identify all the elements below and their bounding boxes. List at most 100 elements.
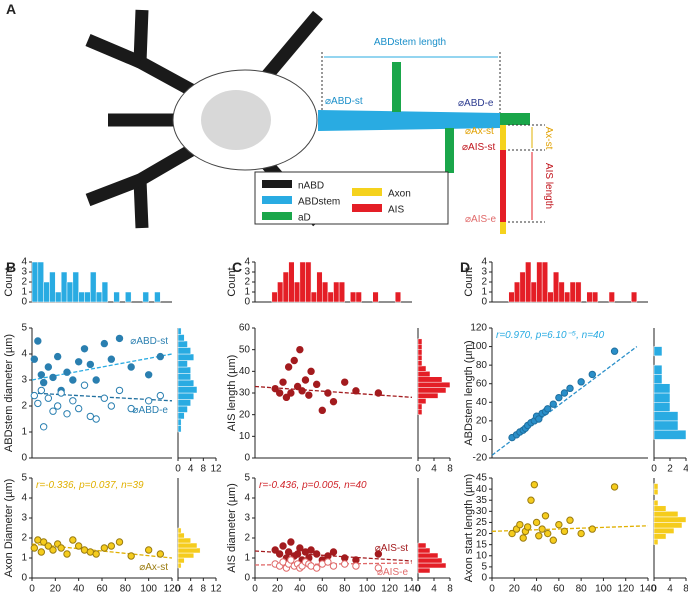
y-tick-label: 0 xyxy=(21,297,27,308)
y-tick-label: 10 xyxy=(239,431,251,442)
bar xyxy=(177,340,188,348)
y-axis-label: Axon Diameter (µm) xyxy=(3,479,15,578)
bar xyxy=(177,425,182,433)
y-tick-label: 0 xyxy=(21,573,27,584)
point xyxy=(49,407,57,415)
point xyxy=(30,391,39,400)
point xyxy=(374,389,383,397)
y-tick-label: 1 xyxy=(21,553,27,564)
bar xyxy=(653,402,671,412)
point xyxy=(374,550,383,558)
bar xyxy=(417,409,423,415)
y-tick-label: 2 xyxy=(21,533,27,544)
point xyxy=(100,394,109,402)
y-tick-label: 1 xyxy=(244,553,250,564)
y-tick-label: 4 xyxy=(21,257,27,268)
legend-swatch xyxy=(262,196,292,204)
bar xyxy=(177,418,182,426)
bar xyxy=(177,392,195,400)
bar xyxy=(305,261,312,303)
bar xyxy=(653,522,683,529)
legend-swatch xyxy=(262,180,292,188)
x-tick-label: 60 xyxy=(317,584,329,594)
point xyxy=(115,386,124,395)
bar xyxy=(519,271,526,303)
y-tick-label: 0 xyxy=(244,297,250,308)
point xyxy=(107,402,116,410)
point xyxy=(324,552,332,560)
y-tick-label: 4 xyxy=(244,493,250,504)
bar xyxy=(37,261,44,303)
neuron-diagram xyxy=(85,9,545,234)
y-tick-label: 20 xyxy=(476,415,488,426)
bar xyxy=(90,271,97,303)
x-tick-label: 100 xyxy=(595,584,612,594)
bar xyxy=(49,271,56,303)
bar xyxy=(417,360,423,367)
x-tick-label: 12 xyxy=(210,464,222,475)
x-tick-label: 120 xyxy=(164,584,181,594)
bar xyxy=(113,291,120,303)
bar xyxy=(653,538,659,545)
point xyxy=(49,373,57,382)
point xyxy=(560,389,569,397)
point xyxy=(293,382,302,391)
bar xyxy=(653,533,667,540)
bar xyxy=(316,271,323,303)
point xyxy=(34,337,42,345)
y-tick-label: 3 xyxy=(244,513,250,524)
bar xyxy=(282,271,289,303)
y-tick-label: 0 xyxy=(481,434,487,445)
bar xyxy=(417,392,439,399)
bar xyxy=(417,552,439,559)
diagram-label: ⌀ABD-st xyxy=(325,96,363,107)
x-tick-label: 12 xyxy=(210,584,222,594)
bar xyxy=(350,291,357,303)
x-tick-label: 20 xyxy=(50,584,62,594)
legend-label: ABDstem xyxy=(298,197,340,208)
bar xyxy=(653,429,687,440)
y-tick-label: 3 xyxy=(244,267,250,278)
point xyxy=(63,550,71,558)
point xyxy=(296,345,304,354)
bar xyxy=(653,483,659,490)
bar xyxy=(142,291,149,303)
bar xyxy=(333,281,340,303)
point xyxy=(305,391,313,399)
panel-label: C xyxy=(232,259,242,275)
point xyxy=(301,376,310,384)
bar xyxy=(271,291,278,303)
point xyxy=(555,393,563,402)
bar xyxy=(177,537,191,544)
bar xyxy=(177,373,191,381)
bar xyxy=(355,291,362,303)
point xyxy=(523,523,532,531)
annotation: r=-0.336, p=0.037, n=39 xyxy=(36,480,144,491)
y-tick-label: 3 xyxy=(21,375,27,386)
y-tick-label: 40 xyxy=(239,366,251,377)
x-tick-label: 40 xyxy=(294,584,306,594)
annotation: r=-0.436, p=0.005, n=40 xyxy=(259,480,367,491)
bar xyxy=(95,291,103,303)
y-tick-label: 40 xyxy=(476,397,488,408)
point xyxy=(80,381,89,389)
point xyxy=(156,391,165,400)
point xyxy=(610,483,619,491)
x-tick-label: 20 xyxy=(509,584,521,594)
bar xyxy=(177,386,198,394)
point xyxy=(544,405,552,413)
bar xyxy=(417,557,443,564)
y-tick-label: 30 xyxy=(476,506,488,517)
x-tick-label: 0 xyxy=(29,584,35,594)
bar xyxy=(177,334,185,342)
point xyxy=(329,397,338,406)
x-tick-label: 8 xyxy=(447,464,453,475)
point xyxy=(287,389,295,397)
point xyxy=(115,334,124,343)
point xyxy=(298,387,306,395)
y-tick-label: 4 xyxy=(481,257,487,268)
bar xyxy=(417,376,443,383)
bar xyxy=(417,547,431,554)
point xyxy=(92,376,100,384)
point xyxy=(100,544,109,552)
